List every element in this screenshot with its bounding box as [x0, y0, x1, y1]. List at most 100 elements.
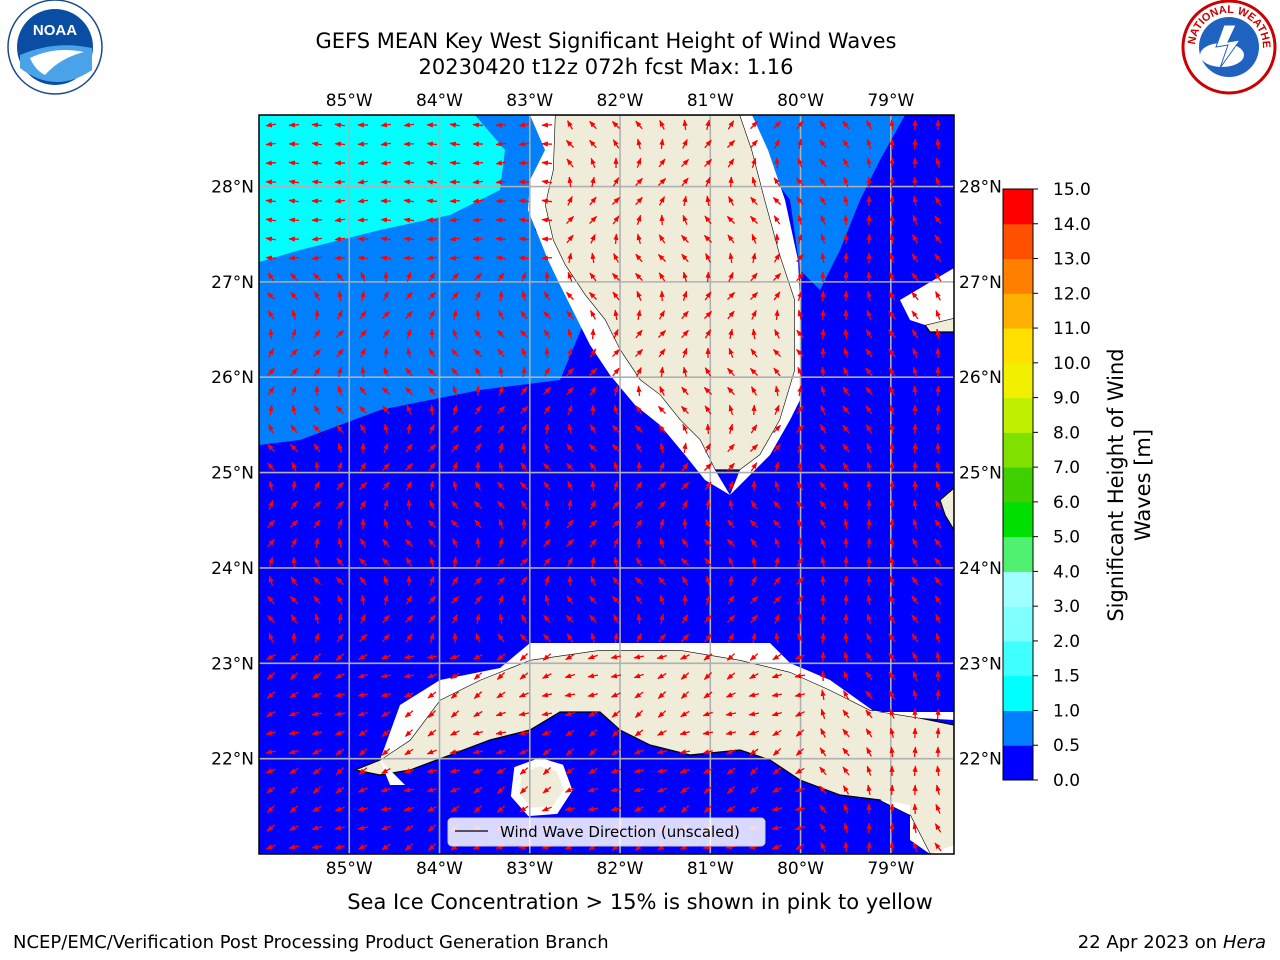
wave-arrow	[566, 291, 574, 301]
wave-arrow	[772, 729, 782, 737]
wave-arrow	[657, 691, 667, 699]
wave-arrow	[449, 236, 461, 242]
wave-arrow	[426, 654, 438, 660]
colorbar-swatch	[1003, 362, 1033, 399]
wave-arrow	[429, 424, 435, 434]
wave-arrow	[428, 519, 436, 529]
wave-arrow	[403, 141, 415, 147]
wave-arrow	[428, 462, 436, 472]
wave-arrow	[566, 367, 574, 377]
wave-arrow	[704, 538, 712, 548]
wave-arrow	[291, 404, 297, 416]
wave-arrow	[544, 423, 550, 435]
wave-arrow	[426, 749, 437, 755]
wave-arrow	[521, 442, 527, 454]
wave-arrow	[567, 404, 573, 415]
sea-ice-note: Sea Ice Concentration > 15% is shown in …	[347, 890, 933, 914]
wave-arrow	[475, 556, 481, 567]
wave-arrow	[912, 366, 918, 377]
wave-arrow	[794, 806, 806, 812]
wave-arrow	[519, 634, 529, 642]
wave-arrow	[935, 480, 941, 491]
wave-arrow	[519, 406, 529, 414]
wave-arrow	[588, 711, 598, 717]
wave-arrow	[429, 632, 435, 643]
wave-arrow	[291, 556, 297, 568]
wave-arrow	[612, 519, 620, 529]
wave-arrow	[566, 595, 574, 605]
wave-arrow	[265, 749, 277, 755]
wave-arrow	[610, 654, 622, 660]
wave-arrow	[266, 805, 276, 813]
wave-arrow	[521, 271, 527, 282]
wave-arrow	[912, 176, 918, 188]
wave-arrow	[451, 576, 459, 586]
wave-arrow	[544, 347, 550, 359]
wave-arrow	[381, 729, 391, 737]
wave-arrow	[381, 710, 391, 718]
wave-arrow	[289, 520, 299, 528]
wave-arrow	[288, 711, 299, 717]
wave-arrow	[935, 309, 941, 320]
wave-arrow	[659, 613, 665, 625]
wave-arrow	[336, 577, 344, 585]
wave-arrow	[268, 423, 274, 434]
wave-arrow	[771, 673, 782, 679]
wave-arrow	[888, 367, 896, 377]
colorbar-level-label: 2.0	[1053, 632, 1080, 652]
wave-arrow	[772, 273, 782, 281]
wave-arrow	[473, 349, 483, 357]
wave-arrow	[265, 255, 277, 261]
colorbar-level-label: 5.0	[1053, 528, 1080, 548]
noaa-logo: NOAA	[7, 0, 103, 95]
wave-arrow	[865, 424, 873, 434]
wave-arrow	[450, 596, 460, 604]
wave-arrow	[337, 613, 343, 625]
wave-arrow	[888, 329, 896, 339]
wave-arrow	[520, 386, 528, 396]
wave-arrow	[334, 255, 346, 261]
wave-arrow	[749, 653, 759, 661]
wave-arrow	[383, 423, 389, 435]
wave-arrow	[912, 537, 918, 548]
footer-date-text: 22 Apr 2023 on	[1077, 932, 1223, 953]
wave-arrow	[797, 214, 803, 225]
wave-arrow	[334, 141, 346, 147]
wave-arrow	[635, 196, 643, 206]
wave-arrow	[636, 290, 642, 301]
wave-arrow	[567, 195, 573, 206]
wave-arrow	[797, 613, 803, 625]
wave-arrow	[704, 158, 712, 168]
wave-arrow	[726, 767, 736, 775]
wave-arrow	[313, 443, 321, 453]
wave-arrow	[819, 424, 827, 434]
wave-arrow	[935, 632, 941, 643]
wave-arrow	[521, 347, 527, 358]
wave-arrow	[772, 767, 782, 775]
wave-arrow	[337, 290, 343, 302]
wave-arrow	[565, 729, 575, 737]
wave-arrow	[382, 481, 390, 491]
wave-arrow	[749, 444, 759, 452]
wave-arrow	[797, 461, 803, 473]
wave-arrow	[380, 122, 392, 128]
wave-arrow	[703, 768, 713, 774]
wave-arrow	[404, 729, 414, 737]
wave-arrow	[794, 711, 805, 717]
wave-arrow	[611, 197, 621, 205]
wave-arrow	[680, 710, 690, 718]
wave-arrow	[311, 730, 323, 736]
wave-arrow	[773, 595, 781, 605]
wave-arrow	[705, 518, 711, 529]
wave-arrow	[611, 121, 621, 129]
wave-arrow	[613, 461, 619, 472]
wave-arrow	[751, 176, 757, 187]
wave-arrow	[912, 234, 918, 244]
wave-arrow	[703, 387, 713, 395]
wave-arrow	[681, 386, 689, 396]
wave-arrow	[519, 558, 529, 566]
wave-arrow	[334, 844, 346, 850]
lon-tick-bottom: 85°W	[326, 859, 373, 879]
wave-arrow	[266, 292, 276, 300]
colorbar-frame	[1002, 188, 1034, 781]
